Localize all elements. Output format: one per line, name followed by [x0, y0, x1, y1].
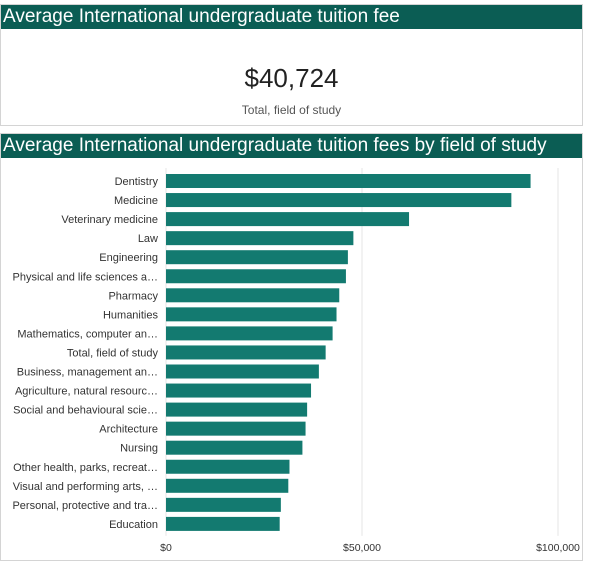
x-tick-label: $100,000 [536, 542, 580, 554]
category-label: Pharmacy [108, 290, 158, 302]
bar[interactable] [166, 231, 354, 246]
bar[interactable] [166, 269, 346, 284]
bar[interactable] [166, 440, 303, 455]
chart-title: Average International undergraduate tuit… [1, 134, 582, 158]
bar[interactable] [166, 193, 512, 208]
kpi-card: Average International undergraduate tuit… [0, 4, 583, 126]
bar[interactable] [166, 421, 306, 436]
bar[interactable] [166, 307, 337, 322]
kpi-label: Total, field of study [241, 103, 342, 117]
category-label: Total, field of study [67, 347, 159, 359]
category-label: Education [109, 519, 158, 531]
category-label: Agriculture, natural resourc… [15, 386, 158, 398]
category-label: Personal, protective and tra… [12, 500, 158, 512]
category-label: Nursing [120, 443, 158, 455]
bar[interactable] [166, 174, 531, 188]
category-label: Dentistry [115, 176, 159, 188]
category-label: Law [138, 233, 158, 245]
chart-card: Average International undergraduate tuit… [0, 133, 583, 561]
category-label: Engineering [99, 252, 158, 264]
category-label: Humanities [103, 309, 159, 321]
bar-chart: Dentistry Medicine Veterinary medicine Law E… [12, 168, 580, 554]
bar[interactable] [166, 326, 333, 341]
bar[interactable] [166, 250, 348, 265]
category-label: Medicine [114, 195, 158, 207]
x-tick-label: $50,000 [343, 542, 381, 554]
category-label: Physical and life sciences a… [12, 271, 158, 283]
bar[interactable] [166, 478, 289, 493]
category-label: Business, management an… [17, 367, 158, 379]
bar[interactable] [166, 212, 410, 227]
x-tick-label: $0 [160, 542, 172, 554]
bar[interactable] [166, 288, 340, 303]
category-label: Mathematics, computer an… [17, 328, 158, 340]
bar[interactable] [166, 345, 326, 360]
category-label: Other health, parks, recreat… [13, 462, 158, 474]
bar[interactable] [166, 497, 281, 512]
bar[interactable] [166, 459, 290, 474]
kpi-title: Average International undergraduate tuit… [1, 5, 582, 29]
bar[interactable] [166, 364, 319, 379]
kpi-value: $40,724 [244, 63, 339, 93]
bar[interactable] [166, 516, 280, 531]
category-label: Veterinary medicine [61, 214, 158, 226]
bar[interactable] [166, 383, 312, 398]
bar[interactable] [166, 402, 308, 417]
category-label: Visual and performing arts, … [13, 481, 158, 493]
category-label: Architecture [99, 424, 158, 436]
category-label: Social and behavioural scie… [13, 405, 158, 417]
